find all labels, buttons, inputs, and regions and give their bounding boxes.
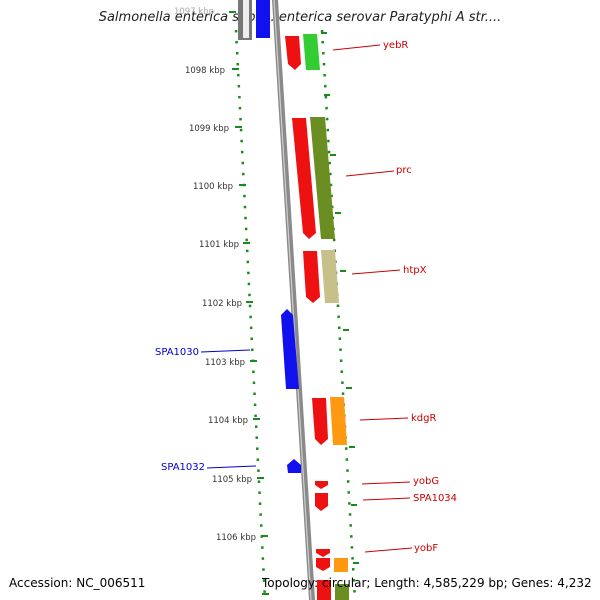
- ruler-label: 1106 kbp: [216, 533, 256, 543]
- gene-label-SPA1030[interactable]: SPA1030: [155, 347, 199, 358]
- ruler-label: 1103 kbp: [205, 358, 245, 368]
- leader-yebR: [332, 44, 381, 51]
- gene-bottom-red[interactable]: [316, 558, 330, 571]
- gene-label-prc[interactable]: prc: [396, 165, 412, 176]
- gene-feature-blue-top[interactable]: [256, 0, 270, 38]
- leader-SPA1034: [362, 497, 411, 501]
- gene-yebR-green[interactable]: [303, 34, 320, 70]
- ruler-label: 1105 kbp: [212, 475, 252, 485]
- right-dotted-track: [320, 29, 357, 600]
- gene-label-yobF[interactable]: yobF: [414, 543, 438, 554]
- leader-yobF: [364, 547, 413, 553]
- leader-yobG: [361, 481, 411, 485]
- ruler-ticks: [229, 11, 269, 595]
- gene-yobG-red[interactable]: [315, 481, 328, 489]
- gene-prc-red[interactable]: [292, 118, 316, 239]
- backbone-line: [272, 0, 315, 600]
- leader-htpX: [351, 269, 401, 275]
- gene-htpX-khaki[interactable]: [321, 250, 339, 303]
- gene-label-yebR[interactable]: yebR: [383, 40, 408, 51]
- ruler-label: 1098 kbp: [185, 66, 225, 76]
- gene-kdgR-red[interactable]: [312, 398, 328, 445]
- ruler-label: 1099 kbp: [189, 124, 229, 134]
- gene-label-htpX[interactable]: htpX: [403, 265, 427, 276]
- topology-text: Topology: circular; Length: 4,585,229 bp…: [262, 576, 592, 590]
- gene-feature-white: [243, 0, 249, 38]
- ruler-label: 1100 kbp: [193, 182, 233, 192]
- gene-kdgR-orange[interactable]: [330, 397, 347, 445]
- leader-SPA1032: [206, 465, 257, 469]
- ruler-label: 1102 kbp: [202, 299, 242, 309]
- leader-prc: [345, 170, 395, 177]
- gene-label-SPA1032[interactable]: SPA1032: [161, 462, 205, 473]
- ruler-label: 1104 kbp: [208, 416, 248, 426]
- accession-text: Accession: NC_006511: [9, 576, 146, 590]
- right-ticks: [321, 32, 359, 564]
- map-title: Salmonella enterica subsp. enterica sero…: [98, 10, 502, 25]
- gene-bottom-olive[interactable]: [335, 584, 349, 600]
- gene-SPA1032-blue[interactable]: [287, 459, 301, 473]
- left-dotted-track: [234, 29, 267, 600]
- gene-label-yobG[interactable]: yobG: [413, 476, 439, 487]
- gene-htpX-red[interactable]: [303, 251, 320, 303]
- gene-label-kdgR[interactable]: kdgR: [411, 413, 436, 424]
- gene-yebR-red[interactable]: [285, 36, 301, 70]
- gene-SPA1030-blue[interactable]: [281, 309, 299, 389]
- gene-SPA1034-red[interactable]: [315, 493, 328, 511]
- leader-SPA1030: [200, 349, 251, 353]
- ruler-label: 1101 kbp: [199, 240, 239, 250]
- gene-yobF-red[interactable]: [316, 549, 330, 557]
- leader-kdgR: [359, 417, 409, 421]
- gene-bottom-red-2[interactable]: [317, 580, 331, 600]
- gene-prc-olive[interactable]: [310, 117, 335, 239]
- ruler-label: 1097 kbp: [174, 7, 214, 17]
- gene-label-SPA1034[interactable]: SPA1034: [413, 493, 457, 504]
- gene-bottom-orange[interactable]: [334, 558, 348, 572]
